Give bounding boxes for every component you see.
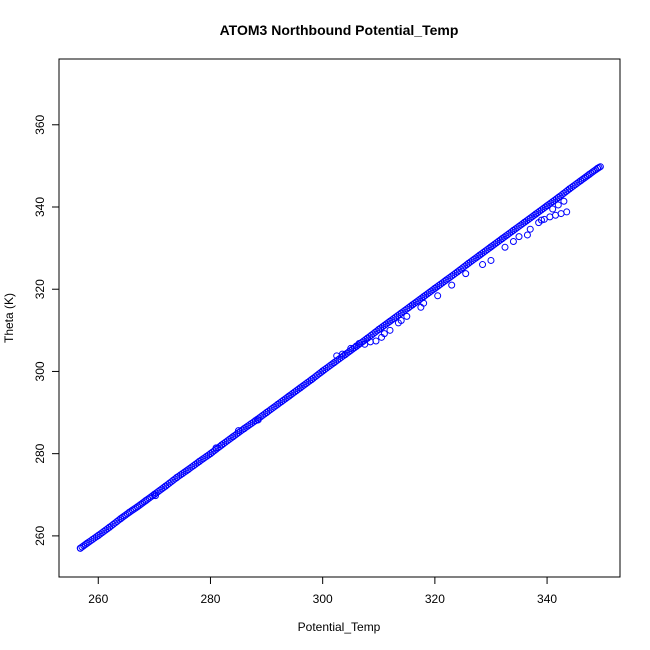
data-point	[560, 197, 568, 205]
data-point	[105, 523, 113, 531]
data-point	[254, 416, 262, 424]
data-point	[296, 384, 304, 392]
data-point	[235, 427, 243, 435]
data-point	[540, 215, 548, 223]
x-tick-label: 340	[537, 592, 557, 606]
data-point	[397, 316, 405, 324]
data-point	[319, 367, 327, 375]
data-point	[206, 450, 214, 458]
x-tick-label: 300	[313, 592, 333, 606]
x-tick-label: 280	[200, 592, 220, 606]
data-point	[251, 417, 259, 425]
data-point	[442, 276, 450, 284]
data-point	[453, 268, 461, 276]
data-point	[487, 256, 495, 264]
data-point	[448, 281, 456, 289]
data-point	[347, 344, 355, 352]
data-point	[515, 233, 523, 241]
data-point	[94, 531, 102, 539]
data-point	[543, 202, 551, 210]
y-tick-label: 340	[33, 197, 47, 217]
data-point	[76, 544, 84, 552]
data-point	[134, 503, 142, 511]
data-point	[150, 490, 158, 498]
data-point	[380, 330, 388, 338]
data-point	[498, 235, 506, 243]
data-point	[546, 213, 554, 221]
data-point	[585, 171, 593, 179]
data-point	[479, 261, 487, 269]
data-point	[523, 231, 531, 239]
data-point	[566, 185, 574, 193]
y-tick-label: 300	[33, 361, 47, 381]
data-point	[595, 164, 603, 172]
data-point	[551, 211, 559, 219]
data-point	[125, 508, 133, 516]
data-point	[386, 317, 394, 325]
data-point	[218, 441, 226, 449]
data-point	[465, 259, 473, 267]
y-axis-label: Theta (K)	[2, 293, 16, 343]
data-point	[263, 409, 271, 417]
x-axis-label: Potential_Temp	[298, 620, 381, 634]
data-point	[352, 342, 360, 350]
data-point	[403, 312, 411, 320]
data-point	[532, 210, 540, 218]
data-point	[83, 539, 91, 547]
data-point	[554, 201, 562, 209]
data-point	[501, 243, 509, 251]
data-point	[577, 177, 585, 185]
data-point	[330, 359, 338, 367]
data-point	[420, 299, 428, 307]
data-point	[509, 226, 517, 234]
y-tick-label: 280	[33, 443, 47, 463]
data-point	[386, 326, 394, 334]
data-point	[549, 205, 557, 213]
data-point	[307, 376, 315, 384]
data-point	[462, 270, 470, 278]
data-point	[184, 466, 192, 474]
data-point	[375, 326, 383, 334]
data-points	[76, 163, 604, 552]
x-tick-label: 320	[425, 592, 445, 606]
data-point	[537, 216, 545, 224]
data-point	[563, 208, 571, 216]
data-point	[274, 400, 282, 408]
y-tick-label: 360	[33, 114, 47, 134]
data-point	[151, 492, 159, 500]
data-point	[408, 301, 416, 309]
data-point	[341, 351, 349, 359]
data-point	[142, 497, 150, 505]
data-point	[173, 474, 181, 482]
x-tick-label: 260	[88, 592, 108, 606]
y-axis: 260 280 300 320 340 360	[33, 114, 60, 546]
x-axis: 260 280 300 320 340	[88, 576, 557, 606]
data-point	[162, 482, 170, 490]
data-point	[397, 309, 405, 317]
data-point	[554, 194, 562, 202]
y-tick-label: 260	[33, 526, 47, 546]
data-point	[372, 337, 380, 345]
data-point	[285, 392, 293, 400]
data-point	[420, 293, 428, 301]
data-point	[212, 444, 220, 452]
data-point	[596, 163, 604, 171]
data-point	[431, 284, 439, 292]
data-point	[434, 292, 442, 300]
data-point	[487, 243, 495, 251]
data-point	[521, 218, 529, 226]
data-point	[338, 350, 346, 358]
data-point	[361, 340, 369, 348]
data-point	[509, 238, 517, 246]
data-point	[229, 433, 237, 441]
data-point	[117, 515, 125, 523]
chart-title: ATOM3 Northbound Potential_Temp	[220, 22, 459, 38]
data-point	[476, 251, 484, 259]
data-point	[526, 225, 534, 233]
y-tick-label: 320	[33, 279, 47, 299]
data-point	[557, 210, 565, 218]
data-point	[195, 457, 203, 465]
